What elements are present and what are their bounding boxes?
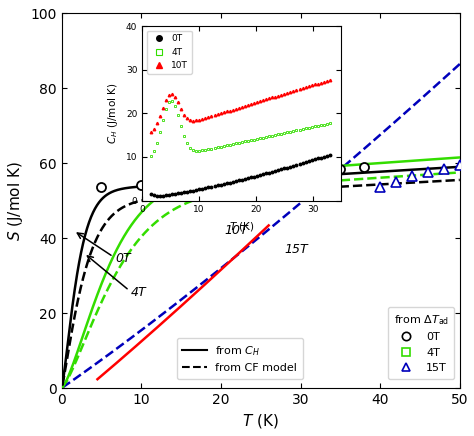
Text: 0T: 0T bbox=[115, 252, 131, 266]
X-axis label: $T$ (K): $T$ (K) bbox=[229, 220, 255, 233]
Y-axis label: $S$ (J/mol K): $S$ (J/mol K) bbox=[6, 160, 25, 241]
Text: 4T: 4T bbox=[131, 286, 146, 299]
Legend: 0T, 4T, 10T: 0T, 4T, 10T bbox=[147, 31, 191, 74]
Y-axis label: $C_H$ (J/mol K): $C_H$ (J/mol K) bbox=[106, 83, 120, 144]
Legend: 0T, 4T, 15T: 0T, 4T, 15T bbox=[388, 307, 454, 379]
X-axis label: $T$ (K): $T$ (K) bbox=[242, 412, 279, 430]
Text: 15T: 15T bbox=[284, 243, 308, 256]
Text: 10T: 10T bbox=[225, 224, 248, 237]
